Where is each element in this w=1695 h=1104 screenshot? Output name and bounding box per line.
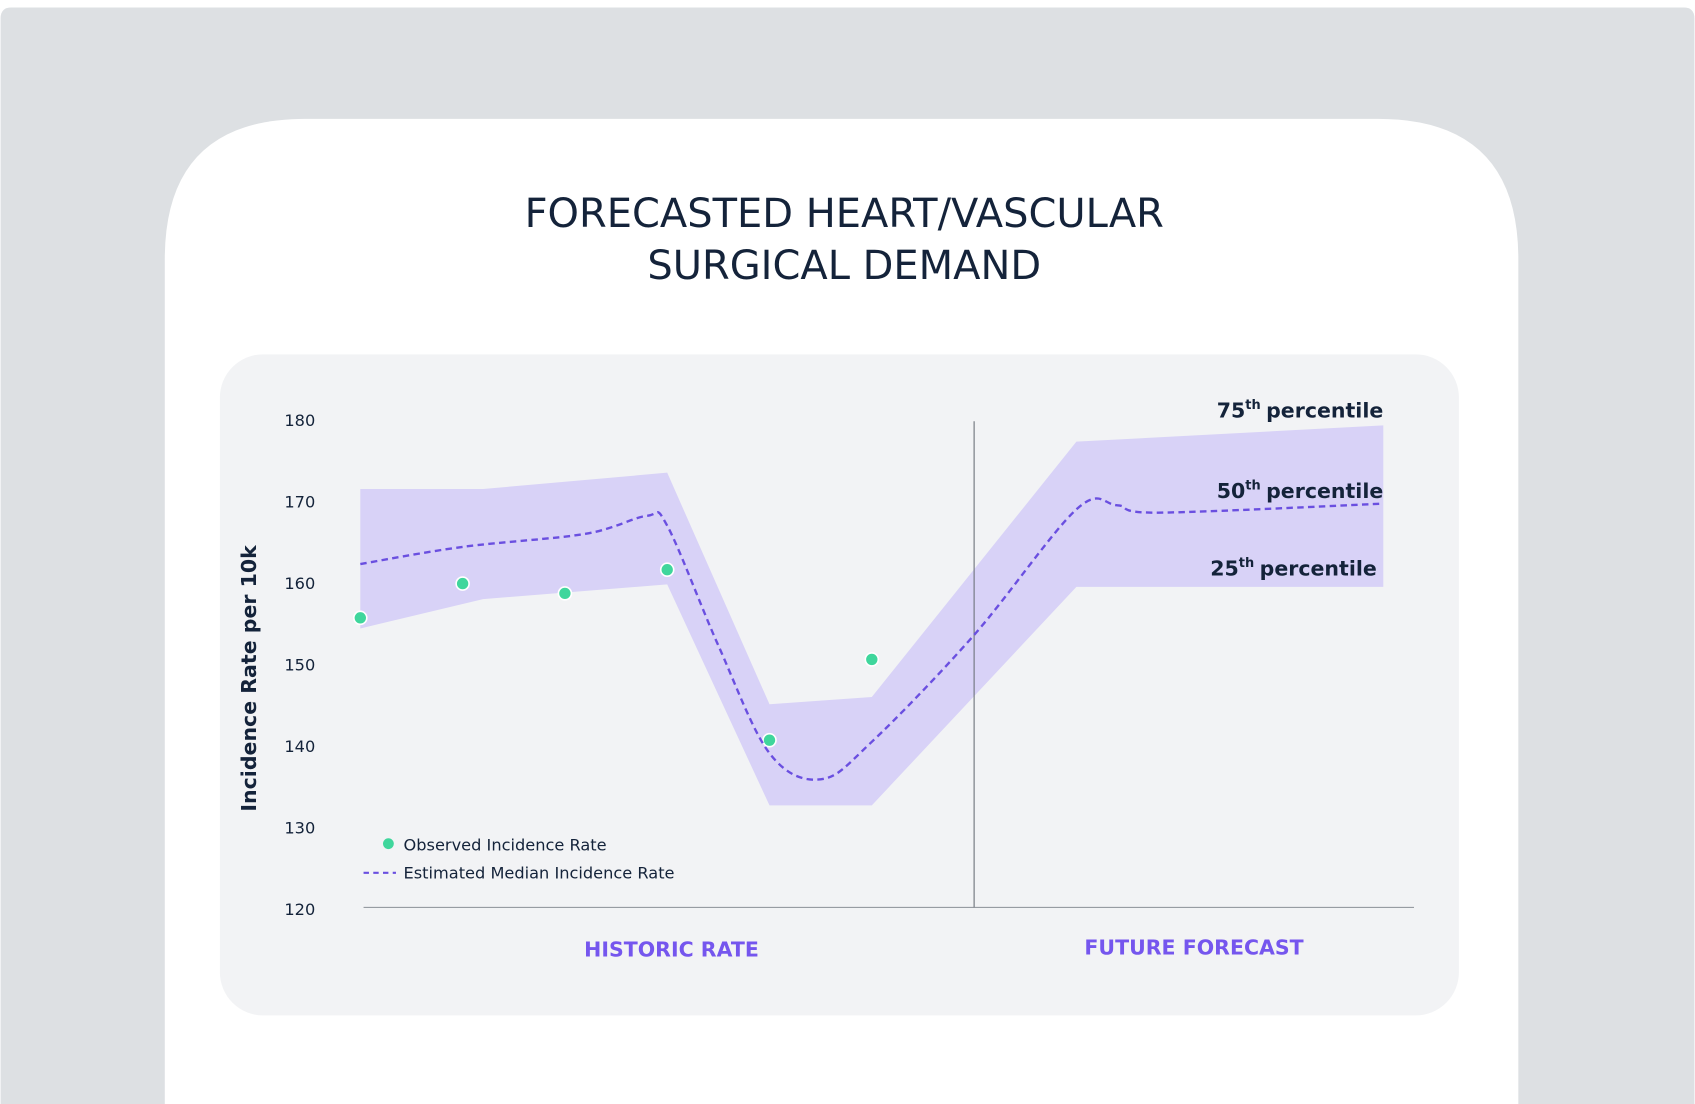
y-axis-title: Incidence Rate per 10k — [237, 544, 261, 812]
percentile-label: 25th percentile — [1210, 556, 1377, 581]
median-line — [360, 497, 1384, 781]
percentile-number: 25 — [1210, 557, 1239, 581]
observed-point — [353, 610, 368, 626]
section-label: HISTORIC RATE — [584, 938, 759, 962]
legend-swatch — [382, 838, 394, 850]
y-tick-label: 180 — [284, 411, 315, 430]
observed-point — [659, 562, 675, 578]
percentile-word: percentile — [1266, 479, 1383, 503]
chart-title: FORECASTED HEART/VASCULAR — [525, 191, 1164, 237]
y-tick-label: 150 — [284, 655, 315, 674]
percentile-number: 50 — [1217, 479, 1246, 503]
percentile-word: percentile — [1266, 398, 1383, 422]
percentile-suffix: th — [1245, 478, 1260, 493]
percentile-number: 75 — [1217, 398, 1246, 422]
observed-point — [455, 576, 470, 591]
y-tick-label: 160 — [284, 574, 315, 593]
y-tick-label: 170 — [284, 492, 315, 511]
observed-point — [762, 732, 777, 748]
y-tick-label: 140 — [284, 737, 315, 756]
section-label: FUTURE FORECAST — [1084, 935, 1303, 959]
percentile-suffix: th — [1245, 397, 1260, 412]
y-tick-label: 120 — [284, 900, 315, 919]
legend-label: Estimated Median Incidence Rate — [404, 863, 675, 882]
legend-label: Observed Incidence Rate — [404, 835, 607, 854]
percentile-band — [360, 425, 1384, 806]
percentile-suffix: th — [1239, 556, 1254, 571]
chart-title: SURGICAL DEMAND — [647, 243, 1041, 289]
observed-point — [557, 586, 573, 601]
y-tick-label: 130 — [284, 819, 315, 838]
percentile-label: 75th percentile — [1217, 397, 1384, 422]
percentile-word: percentile — [1260, 557, 1377, 581]
observed-point — [864, 652, 880, 667]
percentile-label: 50th percentile — [1217, 478, 1384, 503]
